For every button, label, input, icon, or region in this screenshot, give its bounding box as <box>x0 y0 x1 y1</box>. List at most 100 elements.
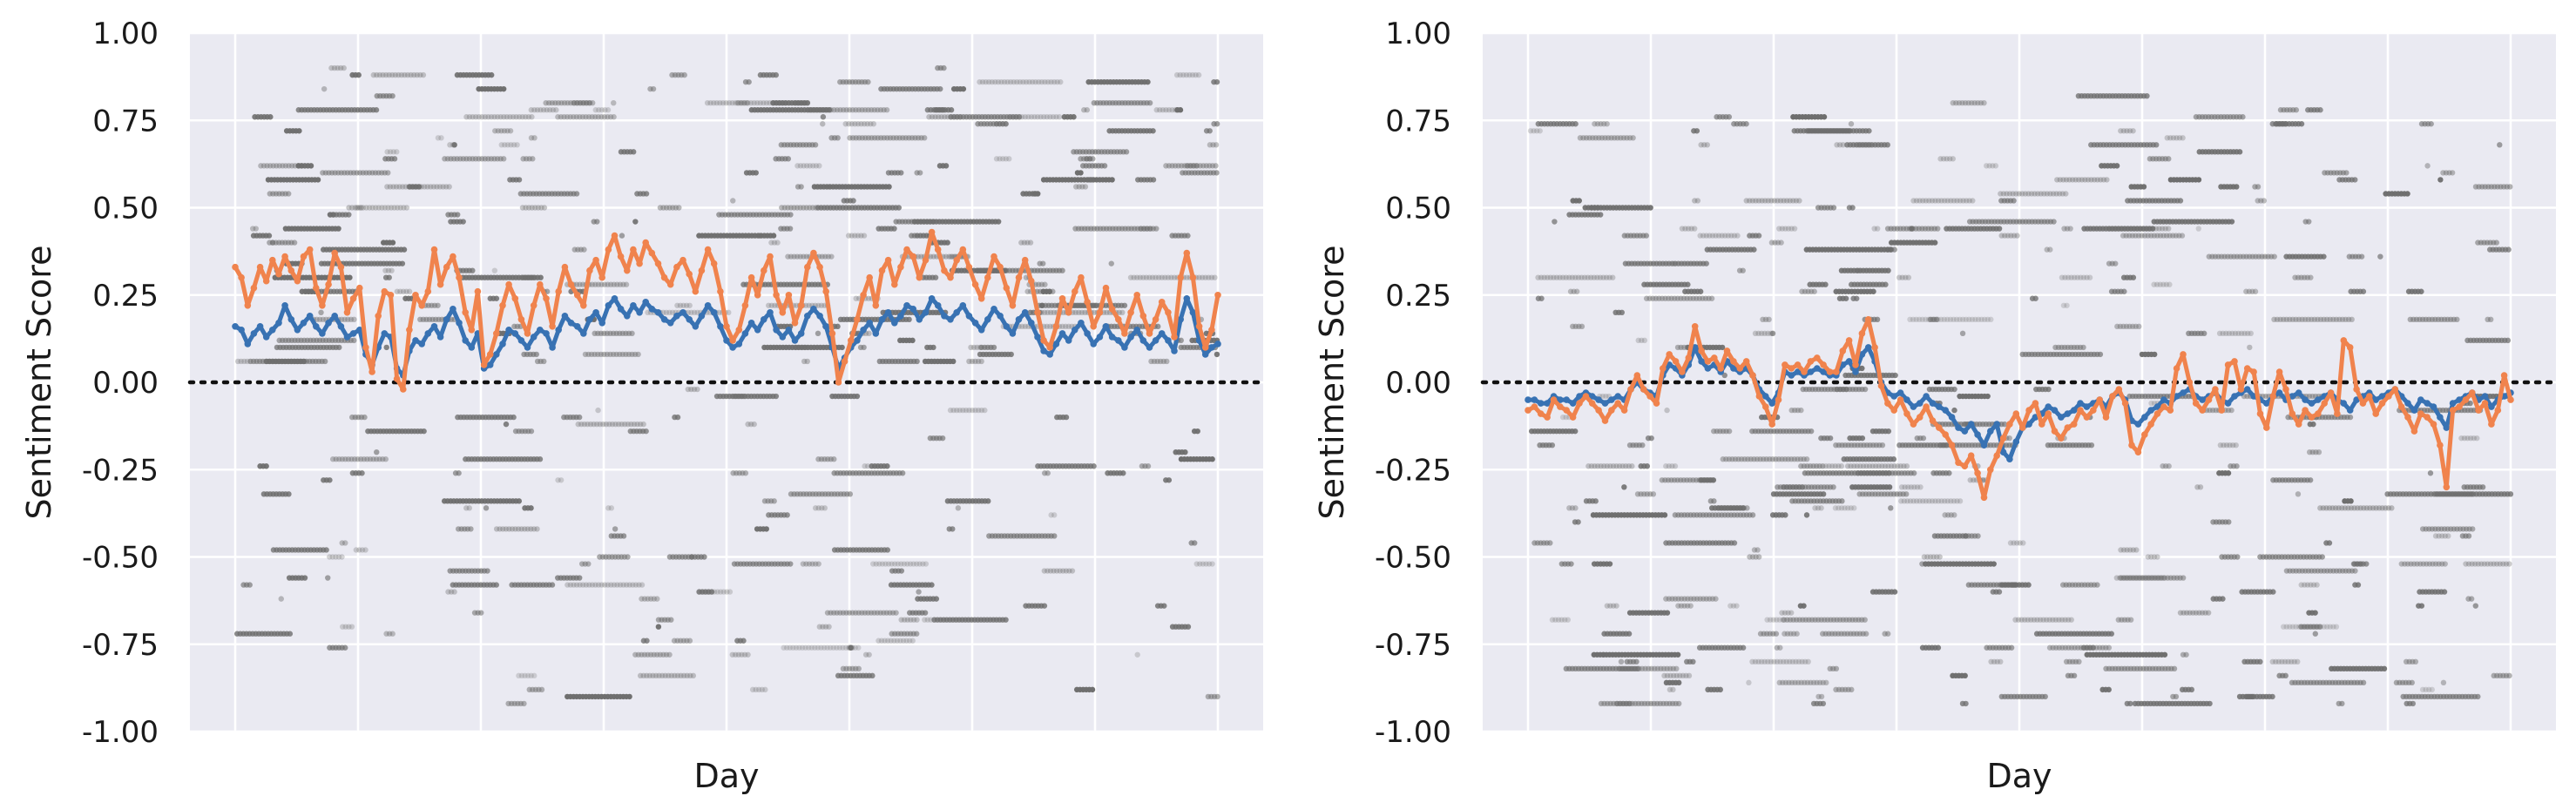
series-2-point <box>505 280 512 288</box>
score-point <box>383 344 389 351</box>
score-point <box>1820 700 1827 707</box>
score-point <box>399 260 406 266</box>
series-1-point <box>580 330 587 337</box>
score-point <box>390 149 396 155</box>
score-point <box>2106 644 2113 651</box>
score-point <box>379 205 385 211</box>
series-1-point <box>430 323 438 330</box>
score-point <box>1796 198 1802 204</box>
series-1-point <box>499 341 506 347</box>
score-point <box>369 205 375 211</box>
series-2-point <box>543 295 550 302</box>
series-1-point <box>636 309 643 316</box>
series-2-point <box>349 295 357 302</box>
score-point <box>1885 428 1892 435</box>
score-point <box>1146 100 1153 106</box>
series-1-point <box>1084 330 1091 337</box>
score-point <box>950 358 957 365</box>
series-2-point <box>866 273 873 281</box>
score-point <box>1613 603 1619 609</box>
series-2-point <box>337 263 345 271</box>
series-1-point <box>617 306 625 313</box>
score-point <box>1195 71 1202 78</box>
series-2-point <box>1152 316 1160 323</box>
score-point <box>342 644 348 651</box>
y-tick-label: 0.25 <box>92 279 159 314</box>
score-point <box>770 233 777 239</box>
score-point <box>640 421 646 428</box>
score-point <box>2343 170 2350 176</box>
score-point <box>884 547 891 553</box>
series-2-point <box>984 273 991 281</box>
score-point <box>463 505 470 511</box>
series-2-point <box>356 284 363 292</box>
series-2-point <box>810 249 817 257</box>
series-1-point <box>567 320 575 327</box>
series-2-point <box>493 330 500 337</box>
score-point <box>2269 693 2275 700</box>
score-point <box>957 114 963 120</box>
score-point <box>1166 477 1173 483</box>
score-point <box>488 71 495 78</box>
score-point <box>753 170 759 176</box>
series-1-point <box>791 337 799 344</box>
series-1-point <box>922 309 930 316</box>
series-1-point <box>761 316 767 323</box>
score-point <box>1598 212 1604 218</box>
series-2-point <box>991 253 997 260</box>
series-2-point <box>630 246 637 253</box>
score-point <box>773 393 780 400</box>
score-point <box>632 219 639 225</box>
score-point <box>991 344 997 351</box>
series-1-point <box>1058 330 1066 337</box>
series-1-point <box>816 313 823 320</box>
score-point <box>686 302 693 308</box>
score-point <box>694 386 700 393</box>
score-point <box>771 498 777 504</box>
series-1-point <box>747 320 755 327</box>
score-point <box>932 274 939 280</box>
score-point <box>1145 463 1152 469</box>
score-point <box>493 582 499 588</box>
series-2-point <box>362 344 369 351</box>
score-point <box>1150 177 1157 183</box>
score-point <box>869 672 876 679</box>
series-1-point <box>767 309 774 316</box>
score-point <box>494 114 501 120</box>
series-2-point <box>430 246 438 253</box>
series-2-point <box>741 302 749 309</box>
x-axis-label: Day <box>693 757 759 795</box>
score-point <box>463 114 470 120</box>
y-tick-label: -0.50 <box>82 541 159 576</box>
series-1-point <box>928 295 936 302</box>
score-point <box>1633 658 1640 664</box>
series-2-point <box>244 302 252 309</box>
score-point <box>966 407 972 414</box>
series-1-point <box>947 316 954 323</box>
series-1-point <box>1115 337 1122 344</box>
series-2-point <box>517 316 525 323</box>
score-point <box>680 672 687 679</box>
score-point <box>391 205 397 211</box>
series-2-point <box>860 292 867 299</box>
score-point <box>1579 323 1585 330</box>
score-point <box>513 114 519 120</box>
score-point <box>1703 260 1709 266</box>
score-point <box>881 135 888 141</box>
score-point <box>798 184 804 190</box>
score-point <box>362 414 368 421</box>
series-2-point <box>648 249 656 257</box>
score-point <box>2506 561 2512 567</box>
y-tick-label: 0.50 <box>92 192 159 226</box>
score-point <box>386 274 392 280</box>
score-point <box>1874 316 1881 323</box>
series-2-point <box>947 273 954 281</box>
score-point <box>686 637 693 644</box>
score-point <box>939 435 946 442</box>
score-point <box>1185 624 1192 630</box>
score-point <box>529 114 535 120</box>
score-point <box>602 107 608 113</box>
score-point <box>516 498 523 504</box>
series-2-point <box>387 292 395 299</box>
score-point <box>2470 526 2476 532</box>
